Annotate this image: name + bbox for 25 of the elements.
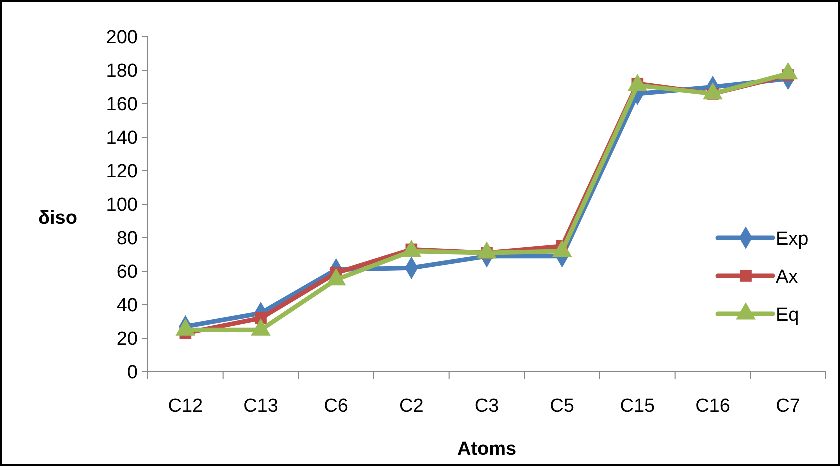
y-tick-label: 0 xyxy=(127,362,138,384)
x-tick-label: C6 xyxy=(324,396,348,417)
y-tick-label: 180 xyxy=(106,61,138,82)
x-tick-label: C15 xyxy=(620,396,656,417)
y-tick-label: 80 xyxy=(116,228,138,250)
x-axis-title: Atoms xyxy=(457,439,517,460)
x-tick-label: C3 xyxy=(474,396,500,417)
legend-label: Eq xyxy=(776,305,800,326)
y-tick-label: 200 xyxy=(106,28,138,49)
y-axis-title: δiso xyxy=(38,208,78,229)
legend-label: Ax xyxy=(776,267,799,288)
y-tick-label: 20 xyxy=(116,329,138,350)
x-tick-label: C12 xyxy=(168,396,204,417)
x-tick-label: C13 xyxy=(244,396,278,417)
x-tick-label: C7 xyxy=(776,396,800,417)
x-tick-label: C16 xyxy=(696,396,730,417)
y-tick-label: 100 xyxy=(106,195,138,216)
y-tick-label: 120 xyxy=(106,162,138,183)
y-tick-label: 140 xyxy=(106,128,138,150)
y-tick-label: 60 xyxy=(116,262,138,284)
y-tick-label: 160 xyxy=(106,94,138,116)
y-tick-label: 40 xyxy=(116,296,138,317)
x-tick-label: C5 xyxy=(550,396,574,417)
x-tick-label: C2 xyxy=(400,396,424,417)
legend-label: Exp xyxy=(776,229,809,250)
